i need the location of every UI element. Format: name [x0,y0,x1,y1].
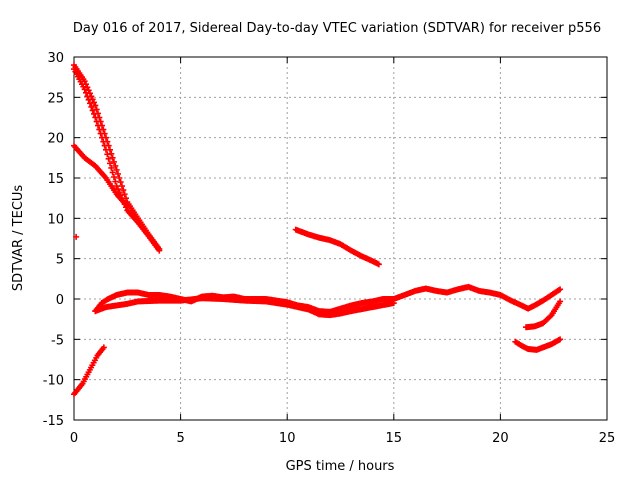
data-point [113,183,120,190]
data-point [117,179,124,186]
data-point [73,233,80,240]
data-point [85,96,92,103]
data-point [100,344,107,351]
data-point [108,164,115,171]
chart-title: Day 016 of 2017, Sidereal Day-to-day VTE… [73,21,601,36]
data-point [100,138,107,145]
x-tick-label: 0 [70,431,78,446]
data-point [390,300,397,307]
data-point [112,162,119,169]
data-point [102,146,109,153]
grid [74,57,607,420]
y-tick-label: 0 [56,293,64,308]
data-point [113,166,120,173]
data-point [90,110,97,117]
data-point [109,169,116,176]
series-late-rise [522,298,564,331]
data-point [92,114,99,121]
data-point [557,298,564,305]
data-point [90,99,97,106]
data-point [93,118,100,125]
data-point [86,100,93,107]
data-point [110,158,117,165]
data-point [557,336,564,343]
y-tick-label: 5 [56,253,64,268]
data-point [92,102,99,109]
y-tick-label: -15 [43,414,64,429]
y-axis-title: SDTVAR / TECUs [11,185,26,292]
series-baseline-lower [92,295,397,319]
data-point [97,130,104,137]
x-tick-label: 25 [599,431,616,446]
y-axis: -15 -10 -5 0 5 10 15 20 25 30 [43,51,607,429]
x-tick-label: 5 [176,431,184,446]
data-point [81,86,88,93]
data-point [118,183,125,190]
data-point [124,203,131,210]
data-point [112,178,119,185]
series-late-dip-lower [512,336,564,353]
series-evening-arc [292,226,382,268]
data-point [98,134,105,141]
data-point [121,191,128,198]
data-point [84,93,91,100]
data-point [120,187,127,194]
data-point [109,154,116,161]
data-point [89,107,96,114]
data-point [375,261,382,268]
data-point [94,122,101,129]
series-middle-arc [71,142,131,210]
x-axis: 0 5 10 15 20 25 [70,57,615,446]
y-tick-label: 25 [47,91,64,106]
y-tick-label: 10 [47,212,64,227]
series-low-arc [71,344,107,398]
data-point [101,142,108,149]
data-point [110,173,117,180]
data-point [557,286,564,293]
series-group [71,62,564,398]
data-point [106,160,113,167]
x-axis-title: GPS time / hours [286,459,395,474]
y-tick-label: 20 [47,132,64,147]
y-tick-label: 15 [47,172,64,187]
data-point [104,151,111,158]
data-point [96,126,103,133]
data-point [93,106,100,113]
data-point [156,247,163,254]
plot-frame [73,56,608,421]
data-point [114,186,121,193]
data-point [88,103,95,110]
x-tick-label: 10 [279,431,296,446]
y-tick-label: -10 [43,374,64,389]
data-point [114,170,121,177]
y-tick-label: 30 [47,51,64,66]
y-tick-label: -5 [51,333,64,348]
x-tick-label: 15 [386,431,403,446]
data-point [82,89,89,96]
data-point [105,155,112,162]
x-tick-label: 20 [492,431,509,446]
series-isolated-point [73,233,80,240]
data-point [116,175,123,181]
